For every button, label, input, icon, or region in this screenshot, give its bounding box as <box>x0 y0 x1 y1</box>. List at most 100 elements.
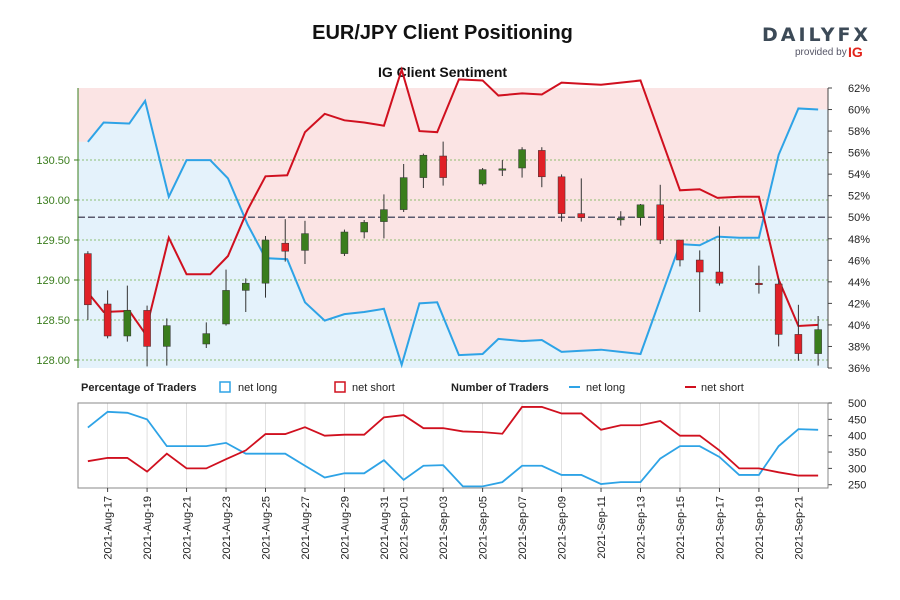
traders-net-short-line <box>87 406 819 477</box>
x-tick-label: 2021-Sep-03 <box>438 496 450 560</box>
candle-down <box>103 303 112 337</box>
price-tick-label: 129.00 <box>36 275 70 287</box>
candle-up <box>399 177 408 210</box>
traders-net-long-line <box>87 410 819 488</box>
brand-provided-by: provided by <box>795 47 847 58</box>
candle-up <box>222 290 230 325</box>
price-tick-label: 130.00 <box>36 195 70 207</box>
candle-down <box>439 155 447 178</box>
pct-tick-label: 48% <box>848 234 870 246</box>
x-tick-label: 2021-Sep-17 <box>714 496 726 560</box>
x-tick-label: 2021-Sep-21 <box>793 496 805 560</box>
candle-up <box>617 218 625 221</box>
x-tick-label: 2021-Aug-27 <box>300 496 312 560</box>
brand-name: DAILYFX <box>762 24 872 46</box>
price-tick-label: 130.50 <box>36 155 70 167</box>
pct-tick-label: 62% <box>848 83 870 95</box>
candle-up <box>301 233 309 251</box>
pct-tick-label: 36% <box>848 363 870 375</box>
candle-down <box>577 213 586 218</box>
x-tick-label: 2021-Aug-21 <box>182 496 194 560</box>
candle-up <box>636 204 645 218</box>
pct-tick-label: 42% <box>848 298 870 310</box>
legend-num-short-label: net short <box>701 382 744 394</box>
candle-down <box>794 334 803 354</box>
x-tick-label: 2021-Sep-07 <box>517 496 529 560</box>
candle-up <box>518 149 526 169</box>
pct-tick-label: 46% <box>848 255 870 267</box>
candle-down <box>143 310 151 347</box>
net-short-pct-line <box>87 66 819 336</box>
x-tick-label: 2021-Sep-09 <box>557 496 569 560</box>
traders-tick-label: 300 <box>848 463 866 475</box>
pct-tick-label: 38% <box>848 341 870 353</box>
candle-down <box>656 204 664 241</box>
candle-up <box>242 282 250 291</box>
candle-up <box>123 310 132 337</box>
pct-tick-label: 58% <box>848 126 870 138</box>
traders-panel: 250 300 350 400 450 500 2021-Aug-17 2021-Aug-19… <box>77 398 866 560</box>
legend-percentage-title: Percentage of Traders <box>81 382 197 394</box>
x-tick-label: 2021-Sep-13 <box>636 496 648 560</box>
x-tick-label: 2021-Aug-23 <box>221 496 233 560</box>
ig-logo: IG <box>848 44 863 60</box>
x-tick-label: 2021-Sep-19 <box>754 496 766 560</box>
candle-down <box>281 242 289 252</box>
traders-tick-label: 450 <box>848 414 866 426</box>
price-panel: 128.00 128.50 129.00 129.50 130.00 130.50 36% 3… <box>36 66 870 375</box>
traders-tick-label: 250 <box>848 480 866 492</box>
candle-down <box>676 239 684 261</box>
x-tick-label: 2021-Sep-01 <box>399 496 411 560</box>
candle-down <box>774 283 783 335</box>
x-tick-label: 2021-Aug-25 <box>261 496 273 560</box>
traders-frame <box>77 402 829 489</box>
candle-up <box>261 239 270 284</box>
x-tick-label: 2021-Aug-17 <box>103 496 115 560</box>
candle-down <box>84 253 92 306</box>
traders-tick-label: 350 <box>848 447 866 459</box>
net-short-zone <box>78 88 828 365</box>
candle-up <box>380 209 388 222</box>
legend-num-long-label: net long <box>586 382 625 394</box>
candle-down <box>538 150 546 178</box>
candle-down <box>755 282 763 285</box>
candle-down <box>715 271 724 284</box>
pct-tick-label: 40% <box>848 320 870 332</box>
candle-up <box>419 154 428 178</box>
x-tick-label: 2021-Aug-19 <box>142 496 154 560</box>
candle-up <box>498 168 507 171</box>
candle-down <box>695 259 704 273</box>
candle-up <box>163 325 171 347</box>
sentiment-zones <box>78 88 828 368</box>
legend-pct-long-swatch <box>219 381 231 393</box>
pct-tick-label: 56% <box>848 148 870 160</box>
chart-subtitle: IG Client Sentiment <box>377 64 508 80</box>
x-tick-label: 2021-Sep-15 <box>675 496 687 560</box>
price-tick-label: 129.50 <box>36 235 70 247</box>
legend-pct-short-label: net short <box>352 382 395 394</box>
pct-tick-label: 52% <box>848 191 870 203</box>
legend-number-title: Number of Traders <box>451 382 549 394</box>
x-tick-label: 2021-Aug-31 <box>379 496 391 560</box>
legend-pct-long-label: net long <box>238 382 277 394</box>
price-tick-label: 128.50 <box>36 315 70 327</box>
x-tick-label: 2021-Sep-05 <box>478 496 490 560</box>
candle-up <box>478 169 487 185</box>
pct-tick-label: 44% <box>848 277 870 289</box>
price-tick-label: 128.00 <box>36 355 70 367</box>
legend: Percentage of Traders net long net short… <box>81 381 744 394</box>
candle-up <box>202 333 211 345</box>
x-tick-label: 2021-Sep-11 <box>596 496 608 559</box>
candle-up <box>814 329 822 354</box>
traders-tick-label: 400 <box>848 431 866 443</box>
candle-up <box>340 231 349 254</box>
net-long-zone <box>78 100 828 368</box>
chart-title: EUR/JPY Client Positioning <box>312 22 573 44</box>
dailyfx-logo: DAILYFX provided by IG <box>762 24 872 64</box>
pct-tick-label: 54% <box>848 169 870 181</box>
traders-tick-label: 500 <box>848 398 866 410</box>
candle-up <box>360 222 368 233</box>
candle-down <box>557 176 566 214</box>
pct-tick-label: 60% <box>848 105 870 117</box>
